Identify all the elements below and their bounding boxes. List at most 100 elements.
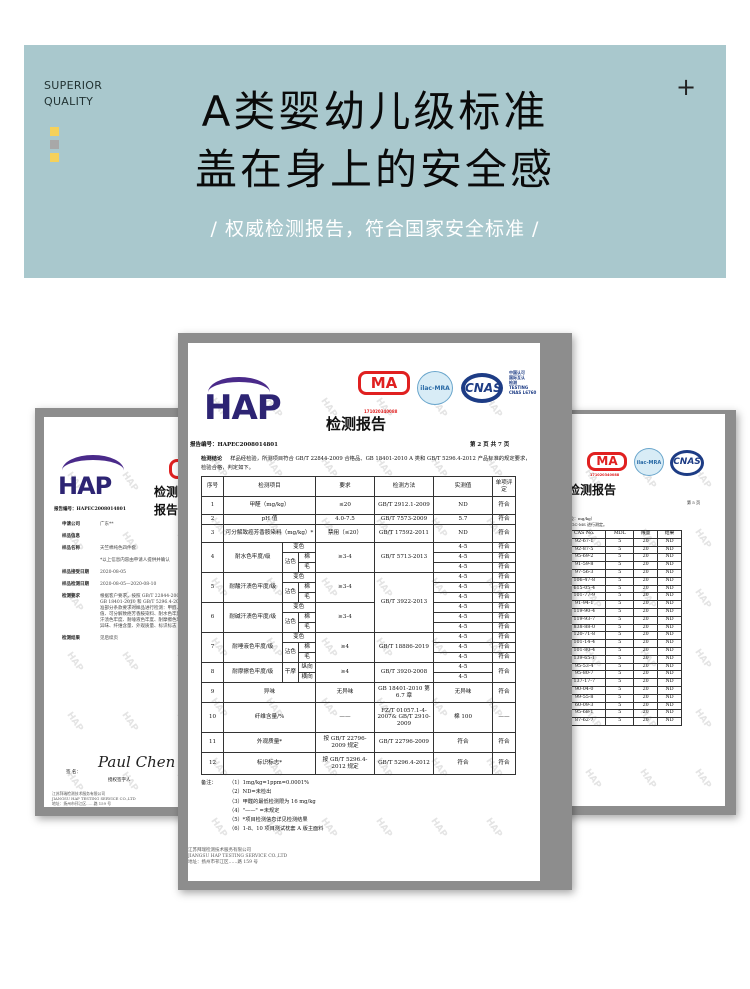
note-line: （3）甲醛的最低检测限为 16 mg/kg — [229, 798, 316, 805]
cell-value: 4-5 — [433, 542, 493, 553]
cas-cell: 5 — [605, 670, 635, 680]
cell-item: pH 值 — [223, 514, 316, 525]
field-row: 样品检测日期 2020-08-05—2020-08-10 — [62, 582, 186, 588]
field-row: 检测要求 根据客户要求，按照 GB/T 22844-2009、GB 18401-2… — [62, 594, 186, 630]
cas-cell: 20 — [633, 693, 659, 703]
cas-cell: 20 — [633, 623, 659, 633]
banner: SUPERIOR QUALITY A类婴幼儿级标准 盖在身上的安全感 / 权威检… — [24, 45, 726, 278]
field-value: 天竺棉纯色四件套 — [100, 546, 136, 551]
main-report-page: HAP HAP HAP HAP HAP HAP HAP HAP HAP HAP HAP HAP HAP H… — [188, 343, 540, 881]
cas-cell: 5 — [605, 600, 635, 609]
watermark-icon: HAP — [692, 647, 713, 671]
cas-cell: 20 — [633, 545, 659, 555]
cas-cell: 20 — [633, 584, 659, 594]
cas-cell: 5 — [605, 717, 635, 726]
field-label: 检测结果 — [62, 636, 80, 641]
cas-cell: ND — [657, 670, 682, 680]
main-report-number: 报告编号：HAPEC2008014801 — [190, 440, 278, 448]
right-page-number: 第 5 页 — [687, 500, 701, 505]
cas-cell: ND — [657, 717, 682, 726]
cas-row: 139-65-1 5 20 ND — [562, 654, 682, 664]
conclusion-text: 样品经检验，所测项目符合 GB/T 22844-2009 合格品、GB 1840… — [201, 456, 531, 471]
cnas-text-line: TESTING — [509, 385, 529, 390]
cell-verdict: 符合 — [492, 612, 516, 623]
right-report-title: 检测报告 — [568, 483, 617, 497]
cell-value: 4-5 — [433, 612, 493, 623]
field-row: 样品信息 — [62, 534, 186, 540]
cas-cell: 20 — [633, 561, 659, 570]
left-report-frame: HAPHAPHAPHAPHAPHAPHAPHAPHAPHAPHAPHAPHAPH… — [35, 408, 195, 816]
cas-cell: ND — [657, 592, 682, 602]
cas-cell: ND — [657, 545, 682, 555]
subtitle: / 权威检测报告，符合国家安全标准 / — [210, 218, 540, 240]
cell-requirement: ≥3-4 — [315, 572, 375, 603]
cas-cell: ND — [657, 615, 682, 625]
watermark-icon: HAP — [538, 396, 540, 419]
cell-no: 8 — [201, 662, 224, 683]
cas-cell: 20 — [633, 717, 659, 726]
cas-row: 91-59-8 5 20 ND — [562, 561, 682, 570]
table-row: 5 耐酸汗渍色牢度/级 变色 ≥3-4 GB/T 3922-2013 4-5 符合 — [201, 572, 516, 633]
main-report-frame: HAP HAP HAP HAP HAP HAP HAP HAP HAP HAP HAP HAP HAP H… — [178, 333, 572, 890]
cell-method: GB 18401-2010 第 6.7 章 — [374, 682, 434, 703]
cas-cell: ND — [657, 537, 682, 547]
cell-verdict: 符合 — [492, 662, 516, 683]
cell-requirement: —— — [315, 702, 375, 733]
unit-line: （单位：mg/kg） — [562, 516, 595, 521]
watermark-icon: HAP — [538, 696, 540, 719]
ilac-mra-logo: ilac-MRA — [634, 448, 664, 476]
field-value: *以上信息内容由申请人提供并确认 — [100, 558, 170, 563]
cas-cell: 20 — [633, 537, 659, 547]
cas-row: 99-55-8 5 20 ND — [562, 693, 682, 703]
table-header-row: 序号 检测项目 要求 检测方法 实测值 单项评定 — [201, 476, 516, 497]
cell-method: GB/T 3920-2008 — [374, 662, 434, 683]
cell-sub-item: 毛 — [298, 652, 316, 663]
cas-cell: ND — [657, 631, 682, 641]
cell-verdict: —— — [492, 702, 516, 733]
cell-requirement: 4.0-7.5 — [315, 514, 375, 525]
watermark-icon: HAP — [119, 650, 140, 674]
header-verdict: 单项评定 — [492, 476, 516, 497]
cas-cell: 5 — [605, 685, 635, 695]
cas-cell: 20 — [633, 670, 659, 680]
cell-no: 11 — [201, 732, 224, 753]
cell-verdict: 符合 — [492, 496, 516, 515]
cas-table: CAS No. MDL 限量 结果 92-67-1 5 20 ND 92-87-5 5 20 ND 95… — [562, 530, 682, 726]
cas-row: 120-71-8 5 20 ND — [562, 631, 682, 641]
cell-sub-item: 毛 — [298, 622, 316, 633]
cas-row: 97-56-3 5 20 ND — [562, 568, 682, 578]
cell-sub-item: 沾色 — [281, 582, 300, 603]
main-page-number: 第 2 页 共 7 页 — [470, 442, 510, 448]
footer-line: 地址：扬州市邗江区……路 159 号 — [188, 860, 258, 865]
left-report-fields: 申请公司 广东** 样品信息 样品名称 天竺棉纯色四件套 *以上信息内容由申请人提供并确认… — [62, 522, 186, 648]
cell-item: 耐酸汗渍色牢度/级 — [223, 572, 283, 603]
watermark-icon: HAP — [538, 576, 540, 599]
cnas-text-line: 检测 — [509, 380, 517, 385]
cas-cell: 5 — [605, 545, 635, 555]
cas-row: 95-69-2 5 20 ND — [562, 553, 682, 563]
watermark-icon: HAP — [538, 756, 540, 779]
cas-row: 95-53-4 5 20 ND — [562, 662, 682, 672]
cell-value: 符合 — [433, 732, 493, 753]
cas-cell: ND — [657, 553, 682, 563]
cas-cell: ND — [657, 600, 682, 609]
report-no: HAPEC2008014801 — [76, 507, 126, 512]
cas-cell: ND — [657, 568, 682, 578]
watermark-icon: HAP — [538, 636, 540, 659]
cell-sub-item: 变色 — [281, 632, 316, 643]
cell-verdict: 符合 — [492, 552, 516, 563]
footer-line: JIANGSU HAP TESTING SERVICE CO.,LTD — [52, 796, 136, 801]
field-row: 检测结果 见后续页 — [62, 636, 186, 642]
field-value — [100, 534, 186, 540]
signer-label: 授权签字人 — [108, 778, 131, 783]
cell-requirement: ≥3-4 — [315, 602, 375, 633]
cell-sub-item: 变色 — [281, 572, 316, 583]
cas-cell: 5 — [605, 701, 635, 711]
notes: 备注： （1）1mg/kg=1ppm=0.0001% （2）ND=未检出 （3）甲醛的… — [201, 779, 323, 835]
cas-cell: 5 — [605, 537, 635, 547]
cell-item: 耐水色牢度/级 — [223, 542, 283, 573]
cell-value: 4-5 — [433, 552, 493, 563]
cell-requirement: 无异味 — [315, 682, 375, 703]
cell-item: 异味 — [223, 682, 316, 703]
decor-square-icon — [50, 140, 59, 149]
